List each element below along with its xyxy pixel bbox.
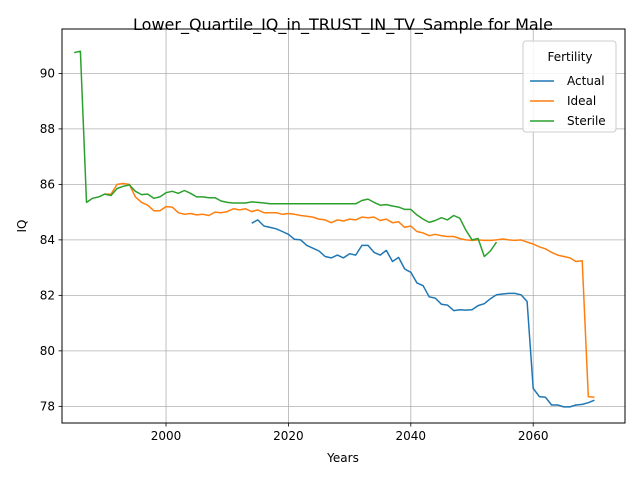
series-line-actual [251,219,595,408]
series-line-ideal [104,182,595,398]
plot-frame [61,28,626,424]
y-tick-label: 88 [40,122,55,136]
x-tick-label: 2040 [396,429,427,443]
y-axis-label: IQ [15,220,29,233]
legend-box [522,40,617,133]
x-tick-label: 2060 [518,429,549,443]
y-tick-label: 82 [40,288,55,302]
series-line-sterile [74,50,498,258]
legend-entries: Actual Ideal Sterile [530,74,606,128]
y-tick-label: 86 [40,177,55,191]
x-tick-label: 2000 [151,429,182,443]
y-tick-label: 80 [40,344,55,358]
series-lines [74,50,595,408]
x-axis-label: Years [326,451,359,465]
axis-ticks: 2000 2020 2040 2060 78 80 82 84 86 88 90 [40,66,549,443]
legend-title: Fertility [547,50,592,64]
x-tick-label: 2020 [273,429,304,443]
legend-label-sterile: Sterile [567,114,606,128]
y-tick-label: 78 [40,399,55,413]
legend: Fertility Actual Ideal Sterile [522,40,617,133]
chart-title: Lower_Quartile_IQ_in_TRUST_IN_TV_Sample … [133,15,553,35]
y-tick-label: 84 [40,233,55,247]
legend-label-ideal: Ideal [567,94,596,108]
legend-label-actual: Actual [567,74,605,88]
y-tick-label: 90 [40,66,55,80]
